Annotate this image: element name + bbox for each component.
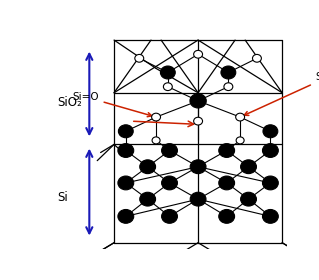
Text: SiO₂: SiO₂ <box>57 96 82 109</box>
Text: Si: Si <box>57 191 68 204</box>
Circle shape <box>140 192 156 206</box>
Circle shape <box>263 176 278 190</box>
Circle shape <box>190 94 206 108</box>
Circle shape <box>263 125 278 138</box>
Circle shape <box>236 113 245 121</box>
Circle shape <box>241 192 256 206</box>
Circle shape <box>263 209 278 223</box>
Circle shape <box>118 176 134 190</box>
Circle shape <box>263 144 278 157</box>
Circle shape <box>221 66 236 79</box>
Circle shape <box>219 176 234 190</box>
Circle shape <box>219 144 234 157</box>
Circle shape <box>118 144 134 157</box>
Circle shape <box>160 66 175 79</box>
Circle shape <box>140 160 156 174</box>
Circle shape <box>236 137 244 144</box>
Circle shape <box>241 160 256 174</box>
Circle shape <box>135 54 144 62</box>
Circle shape <box>252 54 261 62</box>
Circle shape <box>190 192 206 206</box>
Circle shape <box>162 209 177 223</box>
Circle shape <box>118 125 133 138</box>
Circle shape <box>152 137 160 144</box>
Text: Si=O: Si=O <box>72 92 152 117</box>
Circle shape <box>162 144 177 157</box>
Circle shape <box>152 113 160 121</box>
Circle shape <box>194 117 203 125</box>
Circle shape <box>118 209 134 223</box>
Circle shape <box>194 50 203 58</box>
Text: Si=O: Si=O <box>244 72 319 115</box>
Circle shape <box>162 176 177 190</box>
Circle shape <box>163 83 172 90</box>
Circle shape <box>219 209 234 223</box>
Circle shape <box>190 160 206 174</box>
Circle shape <box>224 83 233 90</box>
